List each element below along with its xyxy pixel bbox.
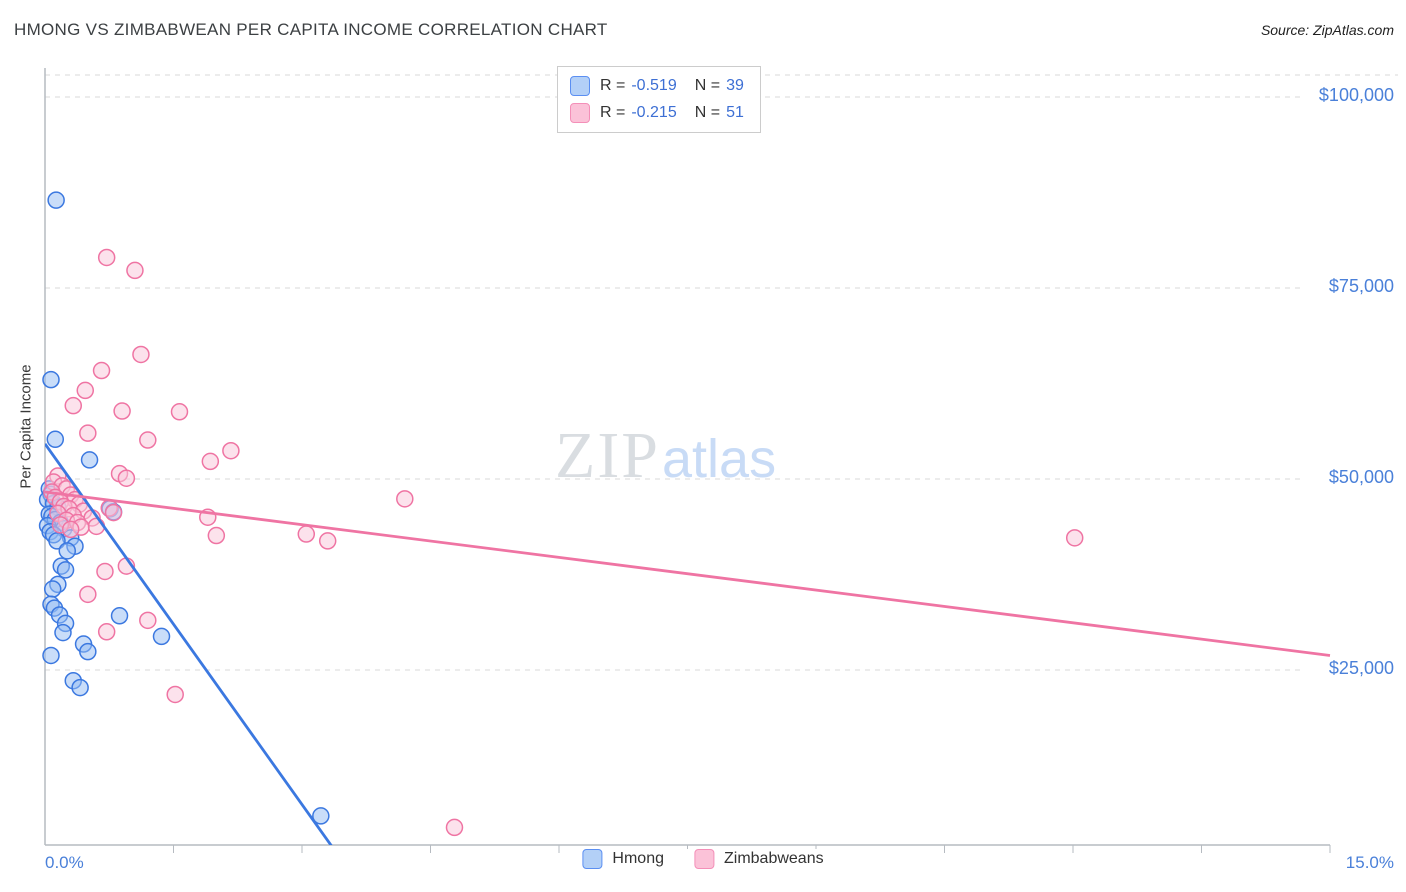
- legend-row-zimbabwean: R = -0.215 N = 51: [570, 103, 744, 123]
- legend-item-hmong: Hmong: [582, 849, 664, 869]
- hmong-data-point: [79, 642, 97, 661]
- hmong-data-point: [312, 807, 330, 825]
- hmong-data-point: [110, 607, 129, 625]
- zimbabweans-data-point: [132, 345, 150, 364]
- hmong-data-point: [71, 678, 89, 697]
- hmong-data-point: [47, 191, 65, 209]
- zimbabweans-data-point: [87, 517, 106, 536]
- zimbabweans-data-point: [92, 361, 111, 380]
- x-tick-min: 0.0%: [45, 853, 84, 872]
- legend-label: Zimbabweans: [723, 850, 824, 867]
- page-title: HMONG VS ZIMBABWEAN PER CAPITA INCOME CO…: [14, 20, 608, 39]
- n-value: 39: [726, 77, 744, 94]
- y-tick-100000: $100,000: [1318, 85, 1394, 105]
- zimbabweans-data-point: [96, 562, 114, 581]
- zimbabweans-data-point: [297, 525, 316, 543]
- r-label: R =: [600, 77, 626, 94]
- zimbabweans-data-point: [79, 424, 97, 442]
- legend-label: Hmong: [612, 850, 664, 867]
- legend-item-zimbabweans: Zimbabweans: [693, 849, 824, 869]
- r-value: -0.519: [631, 77, 677, 94]
- hmong-data-point: [80, 451, 99, 469]
- hmong-swatch-icon: [570, 76, 590, 96]
- zimbabweans-data-point: [104, 503, 123, 522]
- legend-row-hmong: R = -0.519 N = 39: [570, 76, 744, 96]
- r-value: -0.215: [631, 104, 677, 121]
- zimbabwean-swatch-icon: [570, 103, 590, 123]
- zimbabweans-data-point: [113, 402, 131, 420]
- hmong-data-point: [46, 430, 65, 449]
- zimbabweans-data-point: [166, 685, 184, 704]
- zimbabweans-data-point: [97, 623, 116, 641]
- zimbabweans-data-point: [1065, 529, 1084, 547]
- hmong-data-point: [43, 580, 62, 598]
- hmong-data-point: [42, 370, 60, 389]
- y-tick-75000: $75,000: [1328, 276, 1394, 296]
- hmong-data-point: [152, 627, 171, 646]
- n-label: N =: [694, 77, 721, 94]
- zimbabweans-trend-line: [45, 490, 1331, 657]
- zimbabweans-data-point: [61, 520, 80, 539]
- zimbabweans-swatch-icon: [693, 849, 714, 869]
- zimbabweans-data-point: [396, 490, 414, 508]
- hmong-trend-line: [45, 443, 333, 845]
- r-label: R =: [600, 104, 626, 121]
- series-legend: Hmong Zimbabweans: [574, 849, 832, 869]
- correlation-legend: R = -0.519 N = 39 R = -0.215 N = 51: [557, 66, 761, 133]
- y-tick-50000: $50,000: [1328, 467, 1394, 487]
- hmong-swatch-icon: [582, 849, 603, 869]
- zimbabweans-data-point: [445, 818, 464, 837]
- zimbabweans-data-point: [201, 452, 220, 471]
- zimbabweans-data-point: [139, 611, 157, 630]
- zimbabweans-data-point: [207, 526, 226, 545]
- zimbabweans-data-point: [64, 396, 83, 415]
- zimbabweans-data-point: [76, 381, 95, 400]
- y-tick-25000: $25,000: [1328, 658, 1394, 678]
- hmong-data-point: [54, 623, 72, 642]
- zimbabweans-data-point: [222, 441, 240, 460]
- zimbabweans-data-point: [79, 585, 97, 604]
- zimbabweans-data-point: [126, 261, 144, 280]
- hmong-data-point: [58, 542, 77, 560]
- n-label: N =: [694, 104, 721, 121]
- zimbabweans-data-point: [318, 532, 337, 550]
- x-tick-max: 15.0%: [1345, 853, 1394, 872]
- hmong-data-point: [56, 561, 75, 579]
- zimbabweans-data-point: [97, 248, 116, 267]
- source-attribution: Source: ZipAtlas.com: [1260, 22, 1394, 38]
- zimbabweans-data-point: [170, 403, 189, 421]
- zimbabweans-data-point: [139, 431, 157, 449]
- hmong-data-point: [42, 646, 60, 665]
- n-value: 51: [726, 104, 744, 121]
- y-axis-title: Per Capita Income: [17, 364, 35, 489]
- zimbabweans-data-point: [117, 469, 136, 487]
